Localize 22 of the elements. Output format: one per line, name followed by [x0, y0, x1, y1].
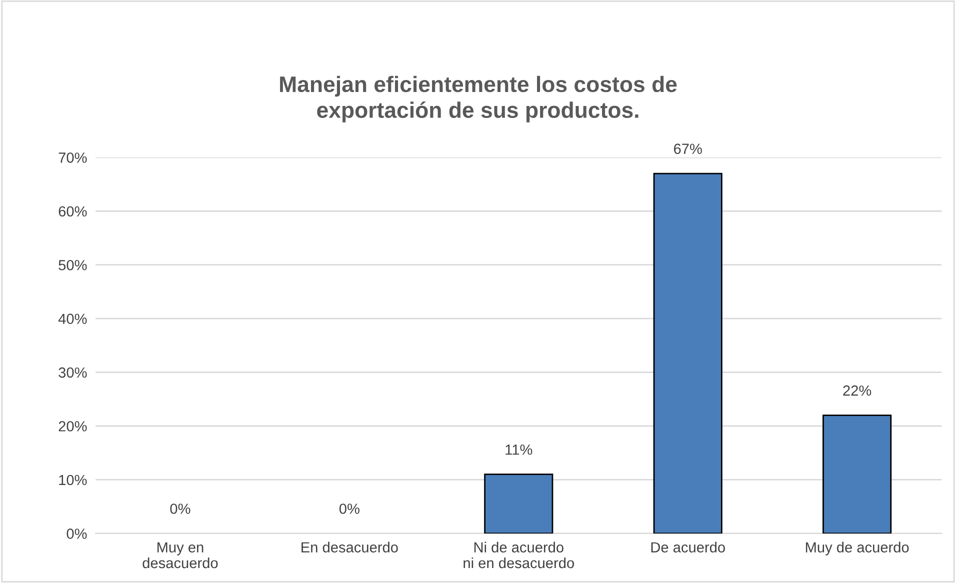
y-tick-label: 40%: [58, 314, 87, 324]
bar: [653, 172, 722, 534]
x-tick-label: Ni de acuerdo ni en desacuerdo: [464, 542, 574, 568]
y-tick-label: 0%: [66, 528, 87, 539]
x-tick-label: Muy en desacuerdo: [142, 542, 218, 568]
y-tick-label: 60%: [58, 206, 87, 217]
data-label: 0%: [170, 504, 190, 514]
data-label: 0%: [339, 504, 360, 514]
x-tick-label: De acuerdo: [651, 542, 725, 552]
bar: [484, 474, 554, 534]
data-label: 11%: [506, 444, 532, 455]
y-tick-label: 50%: [58, 260, 87, 270]
chart-title: Manejan eficientemente los costos de exportación de sus productos.: [280, 76, 677, 122]
data-label: 22%: [843, 385, 872, 396]
x-tick-label: Muy de acuerdo: [806, 542, 909, 556]
y-tick-label: 10%: [59, 474, 87, 486]
y-tick-label: 70%: [58, 152, 87, 163]
x-tick-label: En desacuerdo: [302, 542, 398, 552]
y-tick-label: 30%: [58, 367, 87, 378]
bar: [822, 414, 892, 534]
data-label: 67%: [674, 144, 702, 154]
y-tick-label: 20%: [58, 421, 87, 432]
